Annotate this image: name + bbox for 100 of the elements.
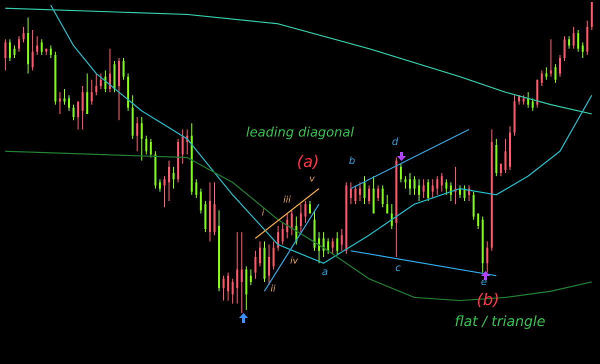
candlestick: [422, 178, 425, 198]
candlestick: [350, 182, 352, 205]
candlestick: [404, 176, 406, 190]
candlestick: [545, 66, 548, 80]
candlestick: [227, 272, 230, 302]
candlestick: [558, 54, 561, 78]
candlestick: [82, 85, 84, 130]
candlestick: [340, 228, 343, 252]
annotation: i: [262, 208, 264, 218]
candlestick: [158, 178, 161, 192]
candlestick: [500, 163, 502, 177]
candlestick: [327, 238, 330, 254]
candlestick: [145, 135, 148, 155]
candlestick: [568, 36, 570, 50]
annotation: d: [392, 137, 398, 148]
candlestick: [440, 172, 443, 192]
candlestick: [554, 64, 556, 84]
text: flat / triangle: [454, 314, 546, 330]
candlestick: [195, 178, 198, 198]
candlestick: [250, 268, 252, 286]
candlestick: [100, 73, 102, 90]
candlestick: [486, 240, 488, 274]
candlestick: [136, 116, 138, 152]
candlestick: [240, 232, 243, 313]
candlestick: [58, 92, 61, 114]
candlestick: [272, 240, 275, 270]
candlestick: [163, 176, 166, 208]
candlestick: [22, 26, 25, 43]
candlestick: [108, 48, 111, 93]
annotation: a: [322, 267, 328, 278]
candlestick: [277, 225, 280, 252]
candlestick: [200, 188, 202, 214]
candlestick: [532, 98, 534, 112]
candlestick: [254, 250, 256, 280]
candlestick: [90, 79, 93, 106]
candlestick: [414, 176, 416, 196]
candlestick: [268, 244, 270, 286]
annotation: b: [348, 156, 356, 167]
candlestick: [582, 42, 584, 58]
candlestick: [377, 184, 380, 202]
candlestick: [68, 94, 70, 112]
candlestick: [182, 129, 184, 164]
candlestick: [13, 45, 16, 58]
candlestick: [150, 138, 152, 158]
candlestick: [436, 176, 438, 196]
candlestick: [540, 70, 543, 86]
candlestick: [168, 160, 170, 202]
candlestick: [95, 73, 98, 96]
candlestick: [472, 191, 475, 220]
candlestick: [308, 200, 311, 214]
candlestick: [382, 184, 384, 208]
candlestick: [50, 45, 52, 58]
candlestick: [4, 38, 6, 71]
annotation: c: [395, 263, 401, 274]
candlestick: [477, 212, 480, 230]
candlestick: [258, 240, 261, 267]
candlestick: [304, 200, 306, 224]
candlestick: [282, 222, 284, 246]
candlestick: [18, 36, 20, 52]
candlestick: [8, 38, 11, 62]
candlestick: [232, 278, 234, 304]
candlestick: [564, 36, 566, 62]
candlestick: [86, 73, 88, 114]
candlestick: [432, 178, 434, 198]
candlestick: [408, 172, 411, 196]
candlestick: [354, 184, 356, 205]
candlestick: [368, 184, 370, 205]
candlestick: [364, 176, 366, 205]
candlestick: [63, 88, 66, 106]
annotation: (b): [476, 290, 500, 309]
annotation: v: [309, 174, 315, 184]
annotation: iii: [283, 196, 291, 206]
candlestick: [572, 26, 575, 50]
candlestick: [445, 178, 448, 196]
candlestick: [504, 138, 506, 174]
candlestick: [36, 36, 38, 56]
candlestick: [140, 116, 143, 162]
candlestick: [427, 178, 430, 202]
candlestick: [290, 210, 293, 236]
candlestick: [522, 94, 525, 106]
candlestick: [336, 232, 338, 254]
annotation: leading diagonal: [246, 126, 354, 140]
candlestick: [172, 166, 175, 190]
candlestick: [40, 38, 43, 56]
candlestick: [332, 238, 334, 254]
candlestick: [77, 101, 80, 130]
candlestick: [358, 182, 361, 202]
candlestick: [222, 275, 225, 302]
annotation: ii: [270, 284, 276, 294]
candlestick: [32, 29, 34, 71]
candlestick: [300, 204, 302, 233]
annotation: (a): [296, 152, 320, 171]
candlestick: [418, 178, 420, 202]
candlestick: [236, 232, 238, 304]
candlestick: [550, 38, 552, 78]
annotation: iv: [290, 256, 298, 266]
candlestick: [386, 194, 388, 214]
candlestick: [400, 163, 402, 183]
candlestick: [122, 57, 125, 80]
candlestick: [72, 104, 75, 121]
